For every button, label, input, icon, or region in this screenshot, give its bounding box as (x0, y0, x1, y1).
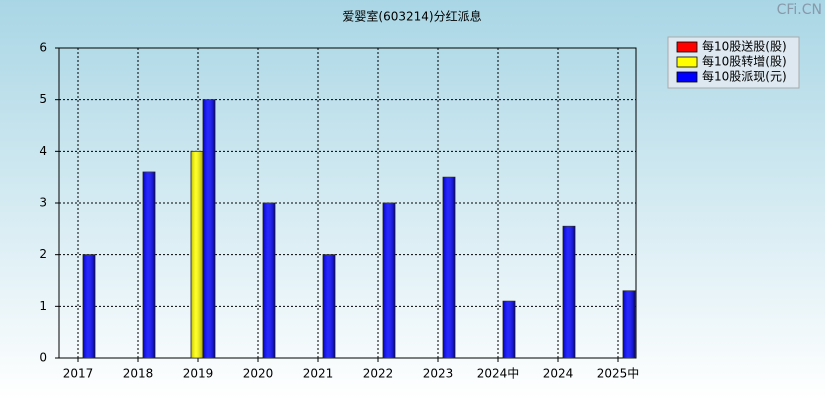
y-tick-label: 1 (39, 299, 47, 313)
y-tick-label: 2 (39, 247, 47, 261)
y-tick-label: 0 (39, 351, 47, 365)
bar-shade (323, 254, 335, 358)
bar-shade (83, 254, 95, 358)
legend-swatch (676, 41, 698, 53)
legend-swatch (676, 71, 698, 83)
watermark: CFi.CN (777, 2, 822, 18)
x-tick-label: 2022 (363, 367, 394, 381)
bar-shade (563, 226, 575, 358)
y-tick-label: 6 (39, 41, 47, 55)
bar-shade (383, 203, 395, 358)
x-tick-label: 2019 (183, 367, 214, 381)
x-tick-label: 2021 (303, 367, 334, 381)
y-tick-label: 3 (39, 196, 47, 210)
legend-swatch (676, 56, 698, 68)
bar-shade (443, 177, 455, 358)
x-tick-label: 2018 (123, 367, 154, 381)
bar-shade (203, 99, 215, 359)
y-tick-label: 4 (39, 144, 47, 158)
legend-label: 每10股转增(股) (702, 54, 787, 69)
bar-shade (263, 203, 275, 358)
x-tick-label: 2025中 (597, 366, 640, 381)
bar-shade (143, 172, 155, 358)
x-tick-label: 2017 (63, 367, 94, 381)
bar-shade (503, 301, 515, 358)
chart-title: 爱婴室(603214)分红派息 (342, 9, 481, 24)
x-tick-label: 2023 (423, 367, 454, 381)
x-tick-label: 2024 (543, 367, 574, 381)
bar-shade (191, 151, 203, 358)
x-tick-label: 2024中 (477, 366, 520, 381)
x-tick-label: 2020 (243, 367, 274, 381)
bar-shade (623, 290, 635, 358)
legend-label: 每10股送股(股) (702, 39, 787, 54)
legend-label: 每10股派现(元) (702, 69, 787, 84)
legend: 每10股送股(股)每10股转增(股)每10股派现(元) (667, 36, 800, 89)
y-tick-label: 5 (39, 92, 47, 106)
